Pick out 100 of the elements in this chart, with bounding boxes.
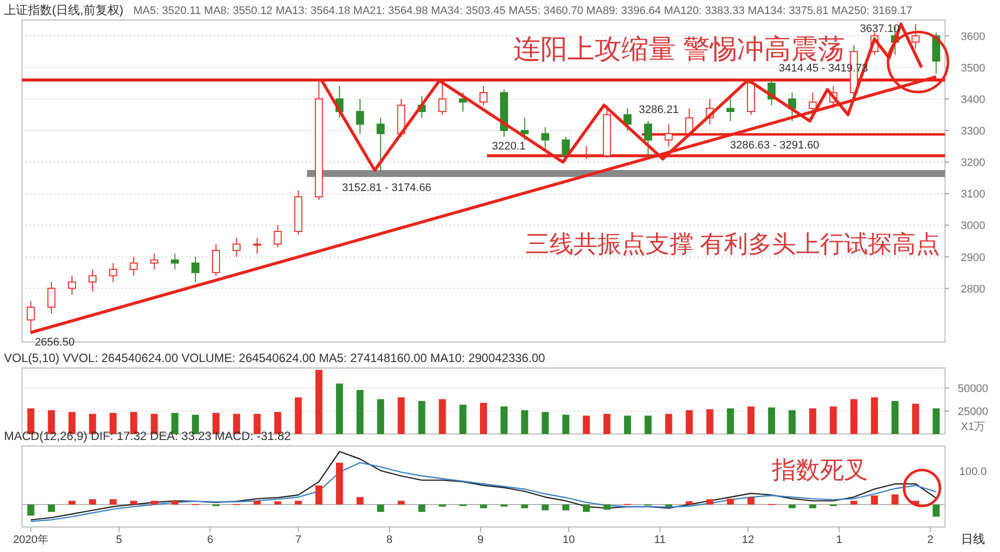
bar [747,497,754,504]
bar [932,504,940,517]
y-tick-label: 3200 [960,157,986,170]
x-tick-label: 2 [927,534,934,546]
bar [706,499,714,504]
annotation: 2656.50 [34,336,75,349]
bar [644,416,652,434]
bar [336,462,343,504]
y-tick-label: 2800 [960,283,986,296]
bar [870,397,878,434]
bar [521,410,528,434]
annotation: 三线共振点支撑 有利多头上行试探高点 [525,231,940,258]
bar [603,504,610,510]
x-tick-label: 8 [386,534,392,546]
y-tick-label: 25000 [958,406,988,418]
band-label: 3286.63 - 3291.60 [730,140,820,152]
bar [171,500,178,504]
y-tick-label: 3000 [960,220,986,232]
text: 100.0 [959,466,987,478]
chart-subtitle: MA5: 3520.11 MA8: 3550.12 MA13: 3564.18 MA21: 3564.98 MA34: 3503.45 MA55: 3460.70 MA89: 3396.64 MA120: 3383.33 MA134: 3375.81 MA250: 3169.17 [133,5,912,17]
y-tick-label: 3600 [960,30,986,43]
bar [356,497,364,504]
bar [542,412,549,434]
y-tick-label: 50000 [958,383,988,396]
bar [850,500,858,504]
bar [377,504,384,512]
bar [418,401,426,434]
bar [665,504,672,507]
bar [686,410,693,434]
bar [315,485,322,504]
bar [398,500,405,504]
bar [459,404,466,434]
bar [294,500,302,504]
chart-title: 上证指数(日线,前复权) [4,3,124,17]
bar [130,500,138,504]
bar [932,408,940,434]
bar [480,504,487,508]
x-tick-label: 10 [562,534,575,546]
ref-line-label: 3220.1 [492,140,526,153]
x-tick-label: 5 [116,534,122,546]
x-tick-label: 2020年 [13,534,49,546]
y-axis-title: X1万 [960,421,986,433]
bar [582,416,590,434]
bar [336,384,343,434]
bar [398,397,405,434]
bar [809,504,816,508]
bar [562,414,570,434]
bar [150,500,158,504]
band-label: 3152.81 - 3174.66 [342,182,432,194]
bar [747,406,754,434]
bar [726,498,734,504]
bar [68,500,76,504]
bar [562,504,570,510]
chart-title: VOL(5,10) VVOL: 264540624.00 VOLUME: 264540624.00 MA5: 274148160.00 MA10: 290042336.00 [4,351,546,365]
x-tick-label: 7 [295,534,302,546]
bar [27,504,34,516]
y-tick-label: 2900 [960,252,986,264]
bar [809,408,816,434]
y-tick-label: 3400 [960,94,986,106]
x-tick-label: 12 [742,534,754,546]
annotation: 3286.21 [638,104,679,116]
annotation: 指数死叉 [771,457,868,484]
bar [870,495,878,504]
bar [500,406,508,434]
bar [274,501,282,504]
bar [480,402,487,434]
bar [89,499,96,504]
bar [788,410,796,434]
bar [438,504,446,507]
bar [686,501,693,504]
x-axis-title: 日线 [961,532,985,546]
bar [294,397,302,434]
bar [726,408,734,434]
y-tick-label: 3500 [960,62,986,74]
bar [254,500,261,504]
bar [500,504,508,507]
y-tick-label: 3300 [960,125,986,138]
bar [624,416,632,434]
bar [706,409,714,434]
bar [48,504,55,512]
bar [768,407,776,434]
bar [912,404,920,434]
x-tick-label: 9 [478,534,484,546]
chart-title: MACD(12,26,9) DIF: 17.32 DEA: 33.23 MACD: -31.82 [4,429,292,443]
bar [830,406,837,434]
y-tick-label: 3100 [960,188,986,201]
bar [542,504,549,510]
bar [892,401,899,434]
bar [850,399,858,434]
x-tick-label: 6 [207,534,214,546]
bar [110,499,117,504]
x-tick-label: 1 [836,534,842,546]
bar [582,504,590,512]
bar [356,390,364,434]
bar [315,370,322,434]
bar [603,414,610,434]
bar [665,414,672,434]
bar [521,504,528,508]
x-tick-label: 11 [654,534,666,546]
bar [377,399,384,434]
